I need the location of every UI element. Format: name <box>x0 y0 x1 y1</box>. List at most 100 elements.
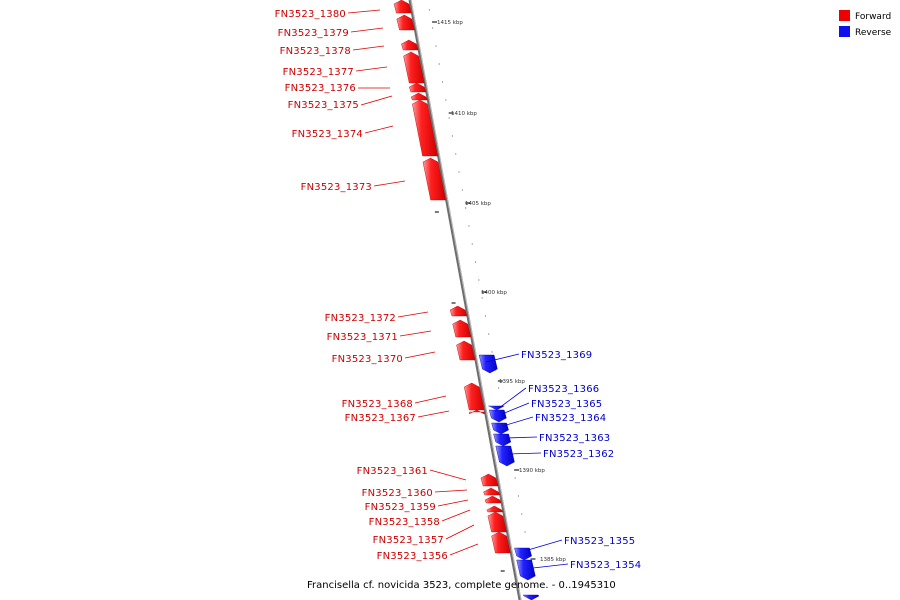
gene-label[interactable]: FN3523_1355 <box>564 536 635 547</box>
reverse-gene-block <box>522 594 540 600</box>
gene-label[interactable]: FN3523_1366 <box>528 384 599 395</box>
forward-gene-block <box>456 340 476 361</box>
gene-label[interactable]: FN3523_1379 <box>278 28 349 39</box>
gene-label[interactable]: FN3523_1369 <box>521 350 592 361</box>
reverse-leader-line <box>527 539 563 551</box>
forward-leader-line <box>360 95 393 106</box>
legend-reverse-label: Reverse <box>855 28 892 38</box>
forward-leader-line <box>355 66 388 72</box>
reverse-leader-line <box>505 436 538 439</box>
reverse-leader-line <box>507 452 542 455</box>
legend-reverse-swatch <box>839 26 850 37</box>
tick-label-1400: 1400 kbp <box>481 290 507 296</box>
reverse-gene-block <box>514 547 532 561</box>
gene-label[interactable]: FN3523_1375 <box>288 100 359 111</box>
reverse-leader-line <box>498 387 527 409</box>
tick-label-1405: 1405 kbp <box>465 201 491 207</box>
tick-label-1385: 1385 kbp <box>540 557 566 563</box>
gene-label[interactable]: FN3523_1371 <box>327 332 398 343</box>
reverse-leader-line <box>532 563 569 569</box>
forward-gene-block <box>463 382 485 411</box>
forward-leader-line <box>373 180 406 187</box>
tick-label-1390: 1390 kbp <box>519 468 545 474</box>
forward-leader-line <box>364 125 394 134</box>
forward-gene-block <box>487 511 507 533</box>
forward-gene-block <box>403 51 425 84</box>
gene-label[interactable]: FN3523_1367 <box>345 413 416 424</box>
reverse-gene-block <box>516 559 536 581</box>
reverse-gene-block <box>488 409 507 423</box>
forward-gene-block <box>483 487 501 496</box>
forward-leader-line <box>397 311 429 318</box>
gene-blocks <box>393 0 540 600</box>
forward-gene-block <box>410 92 428 101</box>
forward-gene-block <box>468 409 485 415</box>
gene-leader-lines <box>347 9 569 569</box>
gene-label[interactable]: FN3523_1363 <box>539 433 610 444</box>
gene-label[interactable]: FN3523_1358 <box>369 517 440 528</box>
gene-label[interactable]: FN3523_1376 <box>285 83 356 94</box>
gene-label[interactable]: FN3523_1360 <box>362 488 433 499</box>
reverse-leader-line <box>502 416 534 427</box>
forward-gene-block <box>491 531 511 554</box>
gene-label[interactable]: FN3523_1380 <box>275 9 346 20</box>
reverse-gene-block <box>478 354 498 374</box>
tick-labels: 1415 kbp 1410 kbp 1405 kbp 1400 kbp 1395… <box>437 20 566 563</box>
tick-label-1410: 1410 kbp <box>451 111 477 117</box>
gene-label[interactable]: FN3523_1368 <box>342 399 413 410</box>
forward-gene-block <box>412 99 438 157</box>
reverse-gene-block <box>488 405 505 411</box>
gene-label[interactable]: FN3523_1357 <box>373 535 444 546</box>
gene-label[interactable]: FN3523_1370 <box>332 354 403 365</box>
gene-label[interactable]: FN3523_1377 <box>283 67 354 78</box>
gene-label[interactable]: FN3523_1372 <box>325 313 396 324</box>
forward-gene-block <box>484 495 502 504</box>
legend-forward-swatch <box>839 10 850 21</box>
forward-leader-line <box>449 543 479 556</box>
forward-leader-line <box>434 489 468 493</box>
legend: Forward Reverse <box>839 10 892 38</box>
gene-label[interactable]: FN3523_1378 <box>280 46 351 57</box>
gene-label[interactable]: FN3523_1356 <box>377 551 448 562</box>
tick-label-1415: 1415 kbp <box>437 20 463 26</box>
forward-gene-block <box>452 319 472 338</box>
forward-gene-block <box>422 157 446 201</box>
reverse-gene-block <box>491 422 509 435</box>
gene-label[interactable]: FN3523_1361 <box>357 466 428 477</box>
forward-gene-block <box>486 505 504 513</box>
forward-leader-line <box>417 410 450 418</box>
forward-leader-line <box>399 330 432 337</box>
gene-label[interactable]: FN3523_1374 <box>292 129 363 140</box>
gene-label[interactable]: FN3523_1365 <box>531 399 602 410</box>
reverse-leader-line <box>485 353 520 363</box>
forward-gene-block <box>480 473 499 487</box>
genome-backbone <box>408 0 522 600</box>
gene-label[interactable]: FN3523_1362 <box>543 449 614 460</box>
forward-gene-block <box>393 0 412 14</box>
gene-label[interactable]: FN3523_1359 <box>365 502 436 513</box>
forward-leader-line <box>352 45 385 51</box>
reverse-gene-block <box>493 433 512 447</box>
forward-leader-line <box>414 395 447 404</box>
forward-leader-line <box>429 469 467 481</box>
legend-forward-label: Forward <box>855 12 891 22</box>
gene-label[interactable]: FN3523_1364 <box>535 413 606 424</box>
forward-gene-block <box>449 305 468 317</box>
gene-label[interactable]: FN3523_1354 <box>570 560 641 571</box>
forward-leader-line <box>347 9 381 14</box>
forward-gene-block <box>396 14 415 31</box>
tick-label-1395: 1395 kbp <box>499 379 525 385</box>
forward-leader-line <box>445 524 475 540</box>
forward-gene-block <box>401 39 419 51</box>
forward-leader-line <box>441 509 471 522</box>
forward-leader-line <box>404 351 436 359</box>
reverse-leader-line <box>501 402 530 415</box>
reverse-gene-block <box>495 445 515 467</box>
forward-leader-line <box>437 499 469 507</box>
gene-label[interactable]: FN3523_1373 <box>301 182 372 193</box>
forward-gene-labels: FN3523_1380 FN3523_1379 FN3523_1378 FN35… <box>275 9 448 562</box>
forward-leader-line <box>350 27 384 33</box>
reverse-gene-labels: FN3523_1369 FN3523_1366 FN3523_1365 FN35… <box>521 350 641 571</box>
genome-caption: Francisella cf. novicida 3523, complete … <box>307 580 616 591</box>
